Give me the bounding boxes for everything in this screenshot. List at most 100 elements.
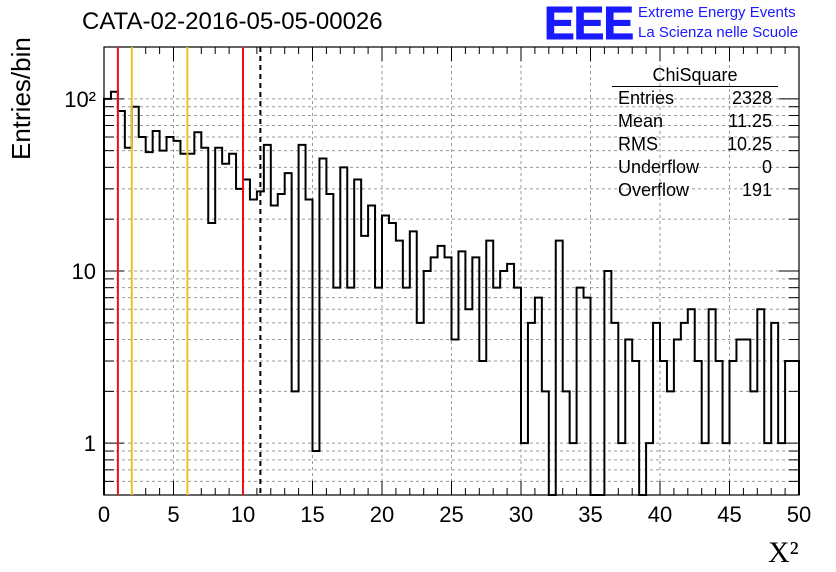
histogram-bin — [243, 179, 250, 495]
x-tick-label: 20 — [370, 502, 394, 527]
histogram-bin — [299, 145, 306, 495]
histogram-bin — [535, 298, 542, 495]
histogram-bin — [431, 257, 438, 495]
histogram-bin — [118, 111, 125, 495]
histogram-outline — [103, 90, 800, 496]
x-tick-label: 25 — [439, 502, 463, 527]
x-tick-label: 35 — [578, 502, 602, 527]
histogram-bin — [354, 179, 361, 495]
stats-row: Overflow 191 — [612, 179, 778, 202]
logo-line-2: La Scienza nelle Scuole — [638, 24, 799, 41]
y-tick-label: 10² — [64, 87, 96, 112]
histogram-bin — [695, 361, 702, 495]
x-tick-label: 15 — [300, 502, 324, 527]
stats-value: 191 — [741, 180, 772, 200]
histogram-bin — [174, 141, 181, 495]
x-tick-label: 40 — [648, 502, 672, 527]
histogram-bin — [709, 309, 716, 495]
stats-row: Underflow 0 — [612, 156, 778, 179]
histogram-bin — [326, 194, 333, 495]
histogram-bin — [479, 361, 486, 495]
x-axis-title: X² — [768, 536, 799, 569]
histogram-bin — [340, 167, 347, 495]
stats-row: Entries 2328 — [612, 87, 778, 110]
stats-value: 11.25 — [728, 111, 772, 131]
histogram-bin — [716, 361, 723, 495]
histogram-bin — [500, 271, 507, 495]
histogram-bin — [236, 189, 243, 495]
stats-row: Mean 11.25 — [612, 110, 778, 133]
eee-logo: EEE Extreme Energy Events La Scienza nel… — [543, 0, 798, 49]
histogram-bin — [584, 298, 591, 495]
histogram-bin — [139, 137, 146, 495]
histogram-bin — [187, 154, 194, 495]
histogram-bin — [771, 323, 778, 495]
histogram-bin — [472, 257, 479, 495]
histogram-bin — [285, 173, 292, 495]
histogram-bin — [104, 99, 111, 495]
histogram-bin — [229, 154, 236, 495]
histogram-bin — [222, 164, 229, 495]
histogram-bin — [660, 361, 667, 495]
histogram-bin — [465, 309, 472, 495]
histogram-bin — [438, 246, 445, 495]
histogram-bin — [528, 323, 535, 495]
histogram-bin — [632, 361, 639, 495]
histogram-bin — [361, 236, 368, 495]
histogram-bin — [445, 257, 452, 495]
histogram-bin — [313, 451, 320, 495]
histogram-bin — [278, 194, 285, 495]
eee-logo-mark: EEE — [543, 0, 634, 49]
stats-label: Overflow — [618, 180, 690, 200]
histogram-bin — [611, 323, 618, 495]
histogram-bin — [194, 132, 201, 495]
histogram-bin — [389, 223, 396, 495]
histogram-bin — [153, 131, 160, 495]
histogram-bin — [111, 92, 118, 495]
x-tick-label: 50 — [787, 502, 811, 527]
histogram-bin — [785, 361, 792, 495]
chart-title: CATA-02-2016-05-05-00026 — [82, 8, 383, 35]
histogram-bin — [208, 223, 215, 495]
x-tick-label: 30 — [509, 502, 533, 527]
histogram-bin — [132, 107, 139, 495]
histogram-bin — [604, 271, 611, 495]
histogram-bin — [681, 323, 688, 495]
stats-label: Mean — [618, 111, 664, 131]
histogram-bin — [625, 340, 632, 495]
histogram-bin — [382, 216, 389, 495]
x-tick-label: 10 — [231, 502, 255, 527]
histogram-bin — [319, 159, 326, 495]
stats-box: ChiSquare Entries 2328 Mean 11.25 RMS 10… — [612, 64, 778, 202]
stats-title: ChiSquare — [612, 64, 778, 87]
stats-value: 2328 — [731, 88, 772, 108]
y-tick-label: 10 — [72, 259, 96, 284]
logo-line-1: Extreme Energy Events — [638, 4, 796, 21]
x-tick-label: 0 — [98, 502, 110, 527]
histogram-bin — [264, 145, 271, 495]
x-tick-label: 45 — [717, 502, 741, 527]
stats-label: Entries — [618, 88, 675, 108]
histogram-bin — [736, 340, 743, 495]
y-axis-title: Entries/bin — [6, 37, 36, 160]
stats-label: Underflow — [618, 157, 700, 177]
histogram-bin — [730, 361, 737, 495]
x-tick-label: 5 — [167, 502, 179, 527]
histogram-bin — [271, 206, 278, 495]
stats-label: RMS — [618, 134, 658, 154]
histogram-bin — [674, 340, 681, 495]
histogram-bin — [688, 309, 695, 495]
histogram-bin — [653, 323, 660, 495]
stats-row: RMS 10.25 — [612, 133, 778, 156]
histogram-bin — [757, 309, 764, 495]
histogram-bin — [792, 361, 799, 495]
histogram-bin — [368, 206, 375, 495]
histogram-bin — [417, 323, 424, 495]
histogram-bin — [452, 340, 459, 495]
y-tick-label: 1 — [84, 431, 96, 456]
histogram-bin — [743, 340, 750, 495]
stats-value: 10.25 — [726, 134, 772, 154]
histogram-bin — [167, 137, 174, 495]
histogram-bin — [180, 154, 187, 495]
